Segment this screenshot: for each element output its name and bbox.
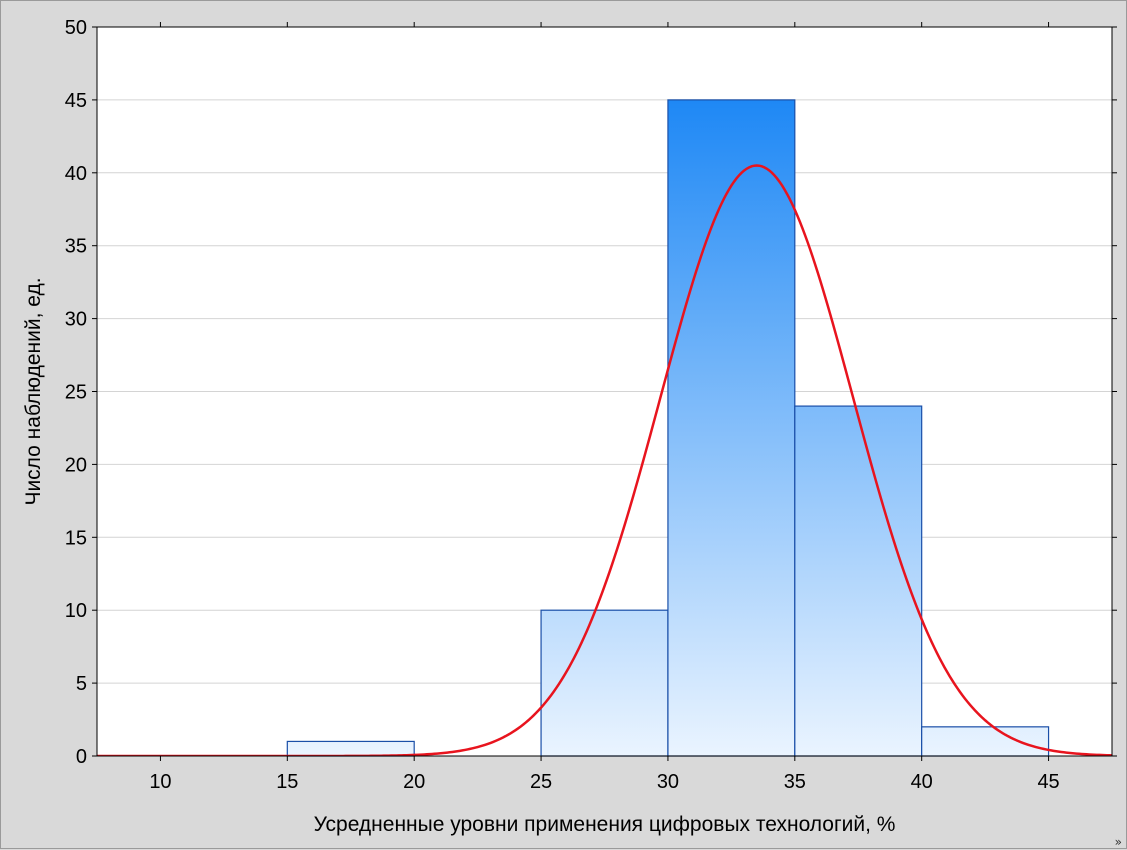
y-axis-tick-labels: 0 5 10 15 20 25 30 35 40 45 50 — [65, 17, 87, 768]
y-tick-label: 50 — [65, 17, 87, 39]
histogram-bar — [540, 609, 669, 757]
x-tick-label: 10 — [149, 771, 171, 793]
y-tick-label: 40 — [65, 163, 87, 185]
y-tick-label: 45 — [65, 90, 87, 112]
y-tick-label: 10 — [65, 600, 87, 622]
x-axis-tick-labels: 10 15 20 25 30 35 40 45 — [149, 771, 1059, 793]
y-tick-label: 30 — [65, 309, 87, 331]
y-tick-label: 25 — [65, 382, 87, 404]
y-tick-label: 35 — [65, 236, 87, 258]
x-tick-label: 20 — [403, 771, 425, 793]
x-tick-label: 25 — [530, 771, 552, 793]
y-tick-label: 5 — [76, 673, 87, 695]
histogram-bar — [286, 740, 415, 757]
y-tick-label: 20 — [65, 454, 87, 476]
histogram-bars — [286, 99, 1050, 757]
x-tick-label: 35 — [784, 771, 806, 793]
y-axis-title: Число наблюдений, ед. — [22, 277, 45, 505]
histogram-bar — [921, 726, 1050, 757]
x-axis-title: Усредненные уровни применения цифровых т… — [314, 813, 896, 836]
histogram-bar — [667, 99, 796, 757]
x-tick-label: 30 — [657, 771, 679, 793]
normal-curve — [97, 164, 1112, 756]
x-tick-label: 40 — [911, 771, 933, 793]
x-tick-label: 45 — [1037, 771, 1059, 793]
x-tick-label: 15 — [276, 771, 298, 793]
histogram-bar — [794, 405, 923, 757]
scroll-more-icon[interactable]: » — [1114, 835, 1122, 849]
axis-ticks — [92, 22, 1117, 761]
y-tick-label: 15 — [65, 527, 87, 549]
normal-curve-layer — [97, 164, 1112, 756]
y-tick-label: 0 — [76, 746, 87, 768]
